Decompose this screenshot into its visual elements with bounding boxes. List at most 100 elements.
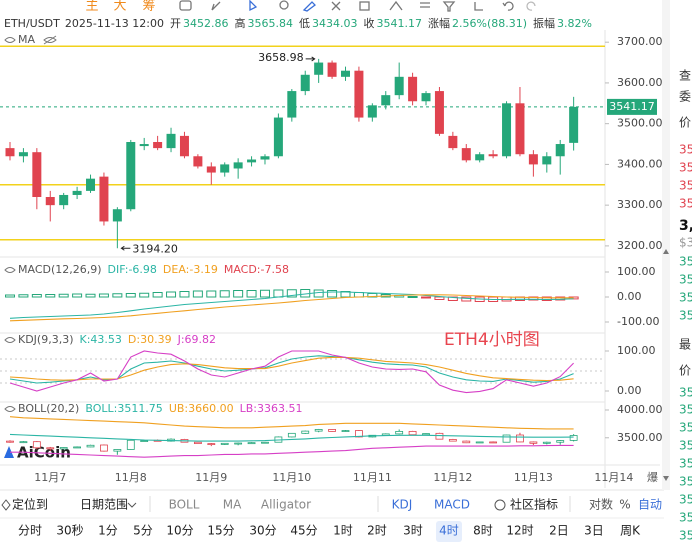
period-button[interactable]: 分时 xyxy=(18,524,42,538)
icon[interactable] xyxy=(302,1,316,12)
chart-annotation: ETH4小时图 xyxy=(444,330,540,350)
header-text: 低 xyxy=(299,17,310,30)
candle-body xyxy=(569,106,579,143)
toolbar-item[interactable]: 自动 xyxy=(638,498,662,512)
candle-body xyxy=(193,441,202,445)
scroll-down[interactable] xyxy=(663,476,669,481)
hide-icon[interactable] xyxy=(43,35,57,45)
scroll-track[interactable] xyxy=(662,0,670,490)
candle-body xyxy=(100,444,108,452)
toolbar-item[interactable]: KDJ xyxy=(392,498,413,512)
icon[interactable] xyxy=(474,2,483,11)
x-tick-label: 11月9 xyxy=(195,471,227,484)
candle-body xyxy=(139,144,149,147)
candle-body xyxy=(528,154,538,165)
eye-icon[interactable] xyxy=(4,267,16,273)
period-button[interactable]: 10分 xyxy=(166,524,193,538)
candle-body xyxy=(502,103,512,157)
candle-body xyxy=(314,429,323,432)
scrollbar xyxy=(662,0,670,490)
candle-body xyxy=(327,62,337,77)
icon[interactable] xyxy=(502,1,514,11)
candle-body xyxy=(381,95,391,106)
icon[interactable] xyxy=(526,1,536,11)
side-panel-text: 35 xyxy=(679,161,692,175)
side-panel-text: 委 xyxy=(679,90,691,104)
toolbar-mark[interactable]: 主 xyxy=(85,0,98,14)
candle-body xyxy=(207,443,216,446)
high-arrow xyxy=(305,56,316,62)
toolbar-item[interactable]: 社区指标 xyxy=(510,497,558,512)
eye-icon[interactable] xyxy=(4,337,16,343)
header-text: 2025-11-13 12:00 xyxy=(65,17,164,30)
period-button[interactable]: 2日 xyxy=(549,524,569,538)
candle-body xyxy=(247,442,256,445)
community-icon[interactable] xyxy=(494,499,506,511)
candle-body xyxy=(434,91,444,134)
candle-body xyxy=(448,439,457,442)
indicator-line xyxy=(9,355,574,384)
toolbar-item[interactable]: Alligator xyxy=(261,498,311,512)
indicator-title: MACD(12,26,9) xyxy=(18,263,102,276)
toolbar-mark[interactable]: 大 xyxy=(113,0,126,14)
eye-icon[interactable] xyxy=(4,406,16,412)
period-button[interactable]: 5分 xyxy=(133,524,153,538)
icon[interactable] xyxy=(249,0,258,12)
toolbar-item[interactable]: MA xyxy=(223,498,242,512)
toolbar-item[interactable]: % xyxy=(619,498,630,512)
scroll-up[interactable] xyxy=(663,249,669,254)
period-button[interactable]: 2时 xyxy=(367,524,387,538)
period-button[interactable]: 3时 xyxy=(403,524,423,538)
period-button[interactable]: 30秒 xyxy=(56,524,83,538)
last-price-box xyxy=(607,98,657,115)
header-text: 振幅 xyxy=(533,16,555,30)
legend-entry: LB:3363.51 xyxy=(240,402,303,415)
toolbar-mark[interactable]: 筹 xyxy=(142,0,155,14)
icon[interactable] xyxy=(442,1,456,12)
icon[interactable] xyxy=(420,2,430,8)
period-button[interactable]: 30分 xyxy=(249,524,276,538)
toolbar-item[interactable]: MACD xyxy=(434,498,470,512)
period-button[interactable]: 12时 xyxy=(506,524,533,538)
icon[interactable] xyxy=(389,0,403,11)
side-panel-text: 35 xyxy=(679,255,692,269)
period-button[interactable]: 1时 xyxy=(333,524,353,538)
x-tick-label: 11月11 xyxy=(353,471,392,484)
toolbar-item[interactable]: 日期范围 xyxy=(80,498,128,512)
side-panel-text: 35 xyxy=(679,291,692,305)
legend-entry: UB:3660.00 xyxy=(169,402,234,415)
header-text: 3541.17 xyxy=(377,17,423,30)
candle-body xyxy=(341,430,350,432)
macd-bar xyxy=(179,291,190,298)
logo xyxy=(4,446,14,458)
candle-body xyxy=(516,434,524,443)
period-button[interactable]: 周K xyxy=(620,524,641,538)
indicator-title: KDJ(9,3,3) xyxy=(18,333,74,346)
toolbar-item[interactable]: 定位到 xyxy=(12,497,48,512)
candle-body xyxy=(542,441,551,444)
icon[interactable] xyxy=(279,0,289,10)
period-button[interactable]: 15分 xyxy=(207,524,234,538)
toolbar-item[interactable]: BOLL xyxy=(169,498,200,512)
dropdown-caret[interactable] xyxy=(127,502,137,508)
header-text: 开 xyxy=(170,17,181,30)
low-arrow xyxy=(120,245,131,251)
side-panel-text: 35 xyxy=(679,475,692,489)
period-button[interactable]: 3日 xyxy=(584,524,604,538)
header-text: ETH/USDT xyxy=(4,17,60,30)
icon[interactable] xyxy=(331,1,341,11)
locate-icon[interactable] xyxy=(1,499,11,511)
side-panel-text: 35 xyxy=(679,493,692,507)
toolbar-item[interactable]: 对数 xyxy=(589,497,613,512)
legend-entry: BOLL:3511.75 xyxy=(85,402,162,415)
period-button[interactable]: 4时 xyxy=(439,524,459,538)
legend-entry: J:69.82 xyxy=(177,333,216,346)
icon[interactable] xyxy=(359,1,370,11)
candle-body xyxy=(153,142,163,149)
period-button[interactable]: 1分 xyxy=(98,524,118,538)
x-tick-label: 11月7 xyxy=(34,471,66,484)
candle-body xyxy=(395,430,404,435)
period-button[interactable]: 45分 xyxy=(290,524,317,538)
period-button[interactable]: 8时 xyxy=(473,524,493,538)
eye-icon[interactable] xyxy=(4,37,16,43)
